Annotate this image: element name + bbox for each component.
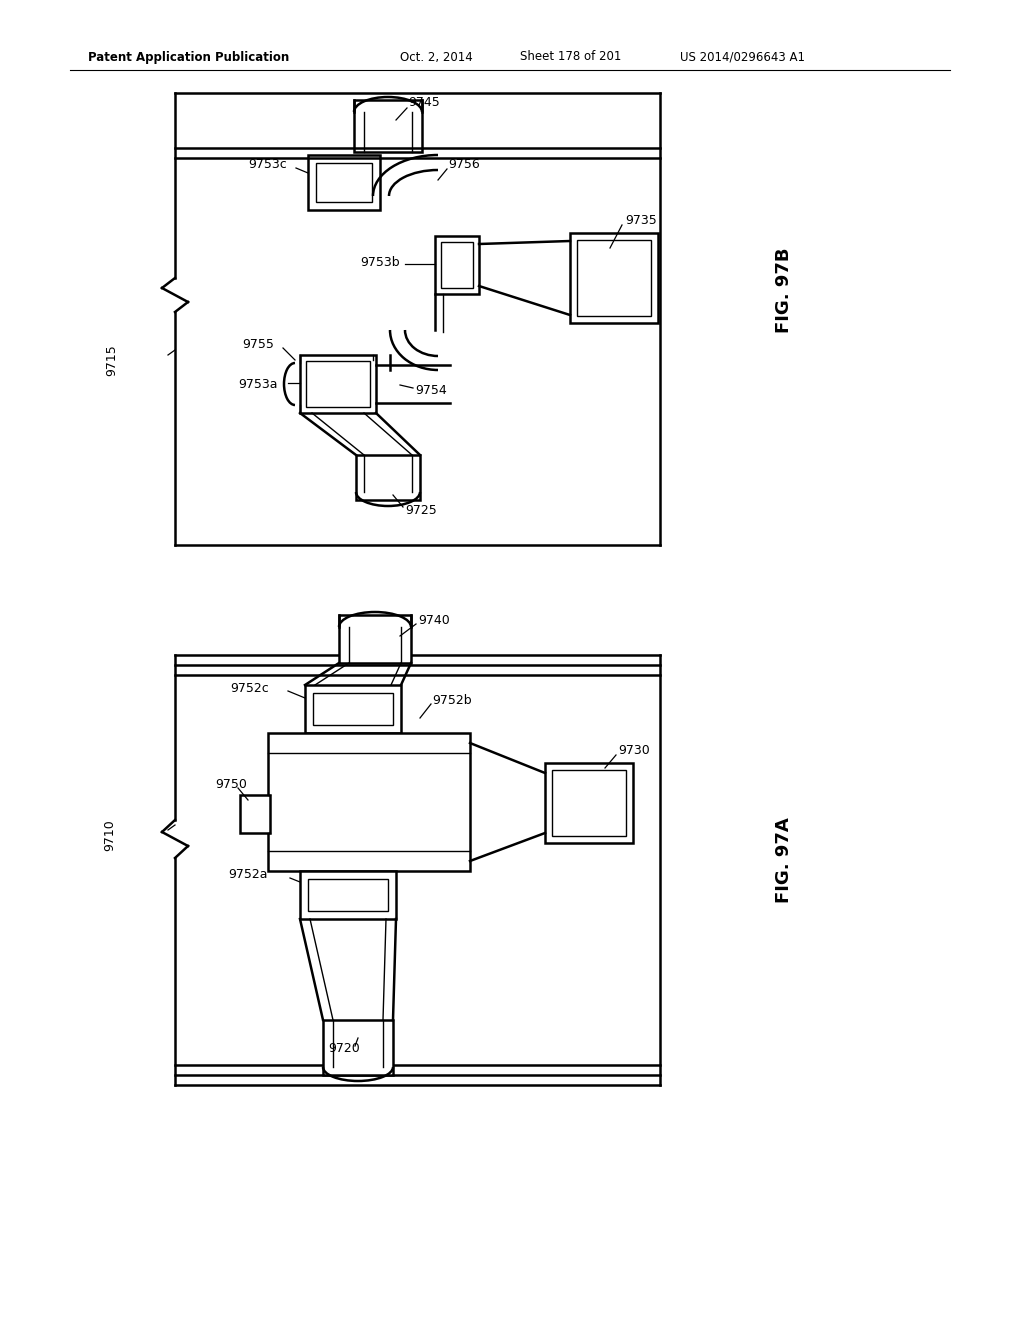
Bar: [305, 685, 401, 733]
Bar: [552, 770, 626, 836]
Bar: [313, 693, 393, 725]
Text: 9752c: 9752c: [230, 681, 268, 694]
Bar: [323, 1020, 393, 1074]
Bar: [300, 871, 396, 919]
Text: 9720: 9720: [328, 1041, 359, 1055]
Bar: [354, 100, 422, 152]
Text: 9710: 9710: [103, 820, 116, 851]
Bar: [308, 879, 388, 911]
Text: 9753a: 9753a: [238, 379, 278, 392]
Bar: [570, 234, 658, 323]
Text: FIG. 97B: FIG. 97B: [775, 247, 793, 333]
Text: 9754: 9754: [415, 384, 446, 396]
Bar: [306, 360, 370, 407]
Text: Patent Application Publication: Patent Application Publication: [88, 50, 289, 63]
Text: Sheet 178 of 201: Sheet 178 of 201: [520, 50, 622, 63]
Bar: [268, 733, 470, 871]
Text: 9753b: 9753b: [360, 256, 399, 268]
Bar: [240, 795, 270, 833]
Text: 9740: 9740: [418, 614, 450, 627]
Bar: [300, 355, 376, 413]
Bar: [339, 615, 411, 663]
Text: 9756: 9756: [449, 158, 480, 172]
Text: 9753c: 9753c: [248, 158, 287, 172]
Bar: [545, 763, 633, 843]
Text: 9725: 9725: [406, 503, 437, 516]
Text: 9752a: 9752a: [228, 869, 267, 882]
Bar: [435, 236, 479, 294]
Text: 9745: 9745: [408, 96, 439, 110]
Text: FIG. 97A: FIG. 97A: [775, 817, 793, 903]
Text: 9735: 9735: [625, 214, 656, 227]
Text: US 2014/0296643 A1: US 2014/0296643 A1: [680, 50, 805, 63]
Text: Oct. 2, 2014: Oct. 2, 2014: [400, 50, 473, 63]
Text: 9755: 9755: [242, 338, 273, 351]
Text: 9750: 9750: [215, 779, 247, 792]
Text: 9715: 9715: [105, 345, 118, 376]
Text: 9730: 9730: [618, 743, 650, 756]
Bar: [577, 240, 651, 315]
Text: 9752b: 9752b: [432, 693, 472, 706]
Bar: [356, 455, 420, 500]
Bar: [308, 154, 380, 210]
Bar: [441, 242, 473, 288]
Bar: [316, 162, 372, 202]
